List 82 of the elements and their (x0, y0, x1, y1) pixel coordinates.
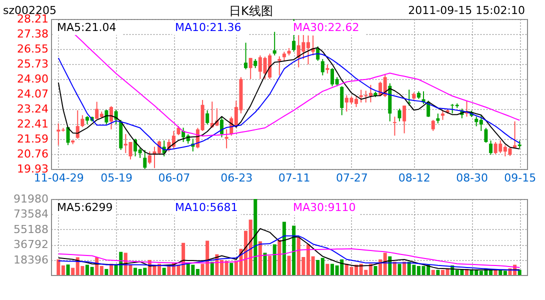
y-tick-label: 26.55 (17, 42, 48, 56)
candlestick (282, 51, 286, 62)
text: 2011-09-15 15:02:10 (408, 4, 525, 17)
bar (258, 241, 262, 275)
y-tick-label: 21.59 (17, 132, 48, 146)
candlestick (278, 56, 282, 76)
text: MA30:22.62 (293, 21, 360, 34)
candlestick (104, 109, 108, 125)
text: MA30:9110 (293, 201, 356, 214)
candlestick (436, 113, 440, 124)
bar (210, 262, 214, 275)
y-tick-label: 22.41 (17, 118, 48, 131)
bar (326, 264, 330, 275)
text: MA5:6299 (57, 201, 113, 214)
y-tick-label: 55188 (14, 222, 48, 236)
chart-title: 日K线图 (228, 4, 273, 18)
y-tick-label: 24.90 (17, 72, 48, 86)
bar (162, 268, 166, 275)
line-series (58, 235, 520, 271)
candlestick (80, 114, 84, 128)
bar (431, 270, 435, 275)
candlestick (484, 127, 488, 144)
candlestick (206, 110, 210, 125)
x-tick-label: 05-19 (100, 172, 133, 184)
candlestick (489, 140, 493, 156)
bar (398, 264, 402, 275)
bar (374, 266, 378, 275)
y-tick-label: 28.21 (17, 12, 48, 26)
candlestick (220, 116, 224, 138)
bar (282, 222, 286, 275)
candlestick (440, 110, 444, 120)
y-tick-label: 23.24 (17, 102, 48, 116)
y-tick-label: 24.07 (17, 88, 48, 100)
y-tick-label: 25.73 (17, 57, 48, 70)
x-tick-label: 08-30 (456, 172, 488, 184)
line-series (58, 248, 520, 268)
y-tick-label: 20.76 (17, 147, 48, 160)
y-tick-label: 73584 (14, 208, 48, 221)
candlestick (148, 150, 152, 165)
candlestick (254, 58, 258, 69)
candlestick (143, 149, 147, 170)
bar (66, 264, 70, 275)
bar (518, 270, 522, 275)
text: MA10:21.36 (175, 21, 242, 34)
y-tick-label: 36792 (14, 238, 48, 252)
x-tick-label: 06-07 (158, 172, 190, 184)
y-tick-label: 18396 (14, 253, 48, 266)
x-tick-label: 06-23 (220, 172, 253, 184)
y-tick-label: 27.38 (17, 28, 48, 41)
bar (104, 268, 108, 275)
x-tick-label: 07-11 (278, 172, 310, 184)
candlestick (176, 126, 180, 136)
bar (268, 256, 272, 275)
bar (292, 226, 296, 275)
text: MA5:21.04 (57, 21, 116, 34)
bar (254, 199, 258, 275)
candlestick (248, 57, 252, 80)
candlestick (109, 106, 113, 130)
bar (436, 270, 440, 275)
candlestick (326, 64, 330, 74)
bar (278, 240, 282, 275)
x-tick-label: 11-04-29 (34, 172, 84, 184)
candlestick (340, 86, 344, 116)
candlestick (244, 42, 248, 70)
x-tick-label: 08-12 (398, 172, 430, 184)
candlestick (320, 58, 324, 76)
line-series (58, 228, 520, 270)
candlestick (272, 31, 276, 56)
bar (272, 244, 276, 275)
candlestick (392, 116, 396, 136)
candlestick (76, 110, 80, 140)
candlestick (398, 108, 402, 122)
candlestick (402, 105, 406, 134)
y-tick-label: 91980 (14, 192, 48, 206)
bar (263, 252, 267, 275)
bar (287, 256, 291, 275)
text: MA10:5681 (175, 201, 238, 214)
bar (230, 262, 234, 275)
line-series (72, 32, 520, 137)
candlestick (431, 119, 435, 132)
x-tick-label: 09-15 (504, 172, 536, 184)
x-tick-label: 07-27 (336, 172, 368, 184)
